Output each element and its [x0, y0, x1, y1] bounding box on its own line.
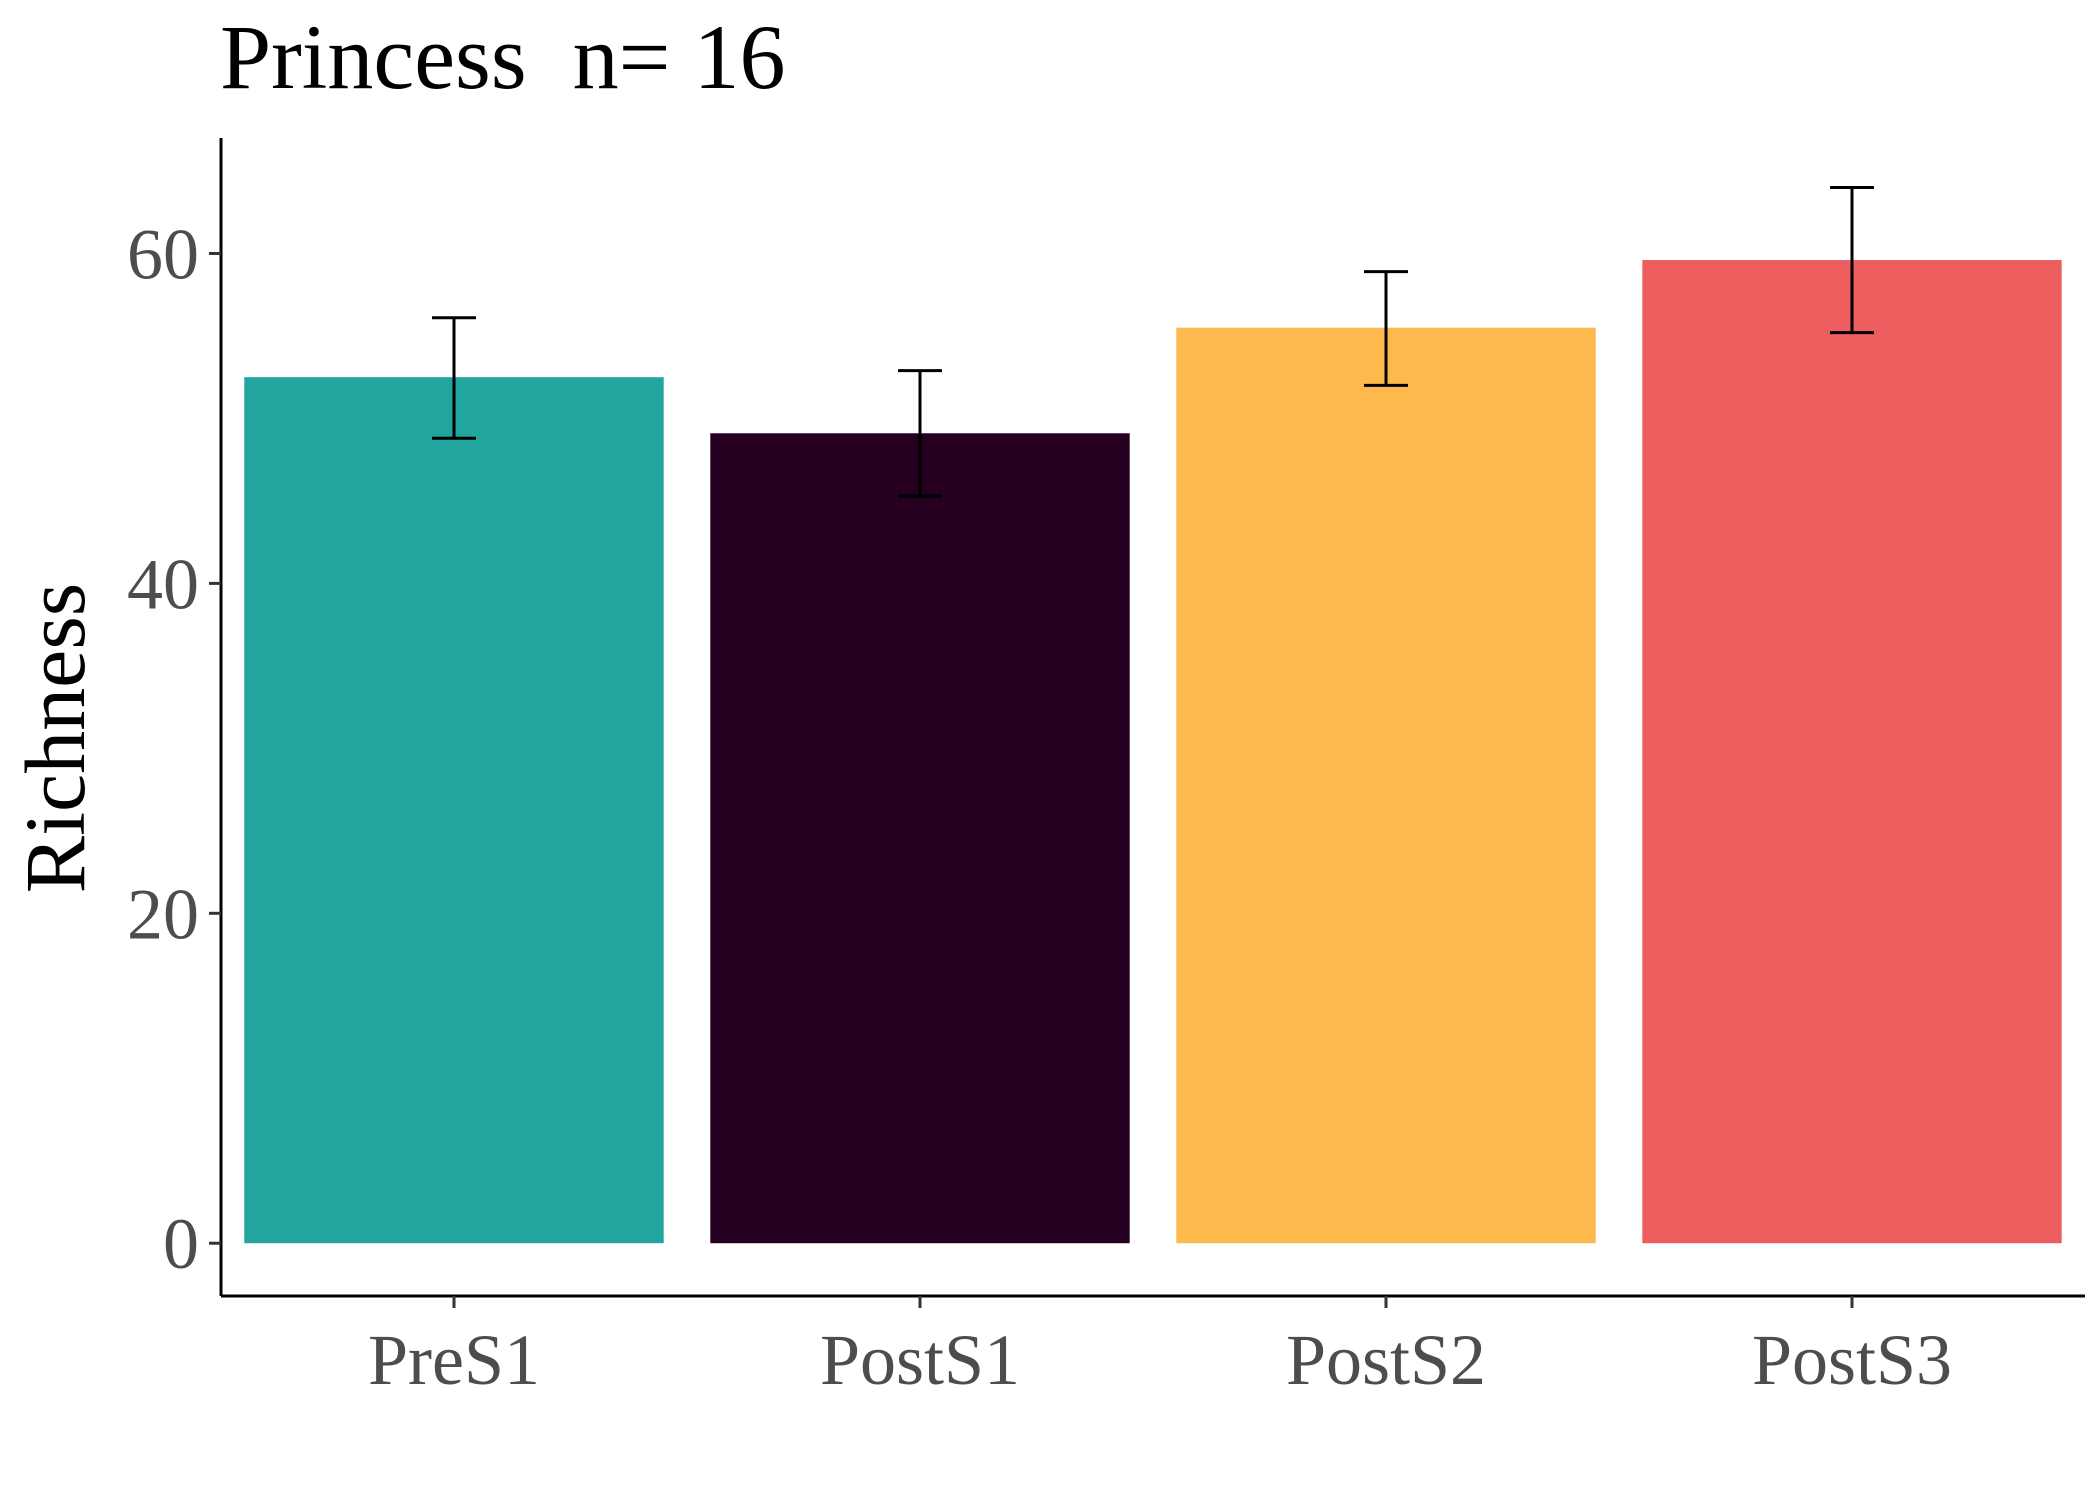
bars-group [244, 260, 2062, 1244]
bar-posts1 [710, 433, 1130, 1244]
x-tick-label: PostS3 [1752, 1320, 1952, 1400]
x-tick-label: PostS1 [820, 1320, 1020, 1400]
error-bar-posts1 [898, 369, 942, 498]
chart-title: Princess n= 16 [220, 6, 786, 108]
y-axis-label: Richness [7, 583, 103, 894]
error-bar-posts2 [1364, 270, 1408, 387]
y-tick-label: 20 [127, 874, 199, 954]
y-tick-label: 40 [127, 544, 199, 624]
y-tick-label: 0 [163, 1204, 199, 1284]
x-tick-label: PostS2 [1286, 1320, 1486, 1400]
error-bar-pres1 [432, 316, 476, 440]
error-bars-group [432, 185, 1874, 498]
bar-posts2 [1176, 327, 1596, 1244]
x-ticks-group: PreS1 PostS1 PostS2 PostS3 [368, 1296, 1952, 1400]
bar-pres1 [244, 377, 664, 1244]
x-tick-label: PreS1 [368, 1320, 540, 1400]
bar-posts3 [1642, 260, 2062, 1244]
y-tick-label: 60 [127, 214, 199, 294]
error-bar-posts3 [1830, 185, 1874, 335]
y-ticks-group: 0 20 40 60 [127, 214, 221, 1284]
